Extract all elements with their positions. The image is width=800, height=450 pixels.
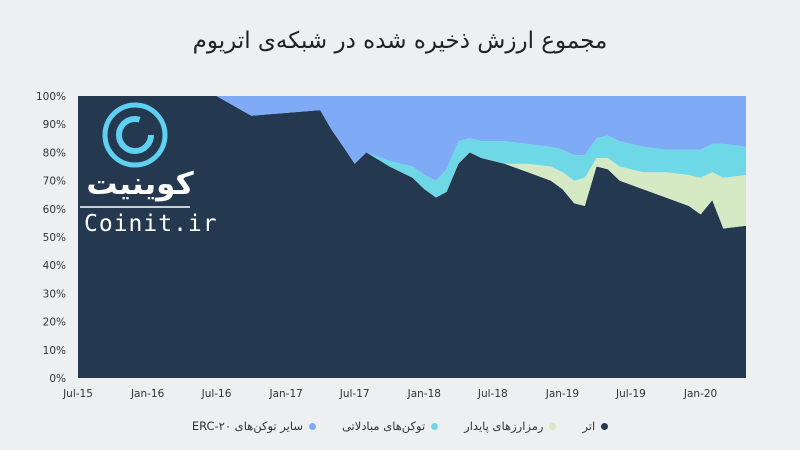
y-tick-label: 40% [43,260,66,272]
x-axis: Jul-15 Jan-16 Jul-16 Jan-17 Jul-17 Jan-18 Jul-… [62,388,717,400]
legend-item-stablecoins: رمزارزهای پایدار [464,419,557,433]
chart-title: مجموع ارزش ذخیره شده در شبکه‌ی اتریوم [192,28,608,54]
y-tick-label: 20% [43,317,66,329]
y-tick-label: 30% [43,288,66,300]
logo-inner [116,116,154,154]
y-tick-label: 0% [49,373,66,385]
y-tick-label: 90% [43,119,66,131]
x-tick-label: Jul-15 [62,388,93,400]
area-exchange-tokens [78,96,746,198]
x-tick-label: Jul-16 [201,388,232,400]
y-tick-label: 100% [36,91,66,103]
legend: اتر رمزارزهای پایدار توکن‌های مبادلاتی س… [0,419,800,433]
legend-label-exchange-tokens: توکن‌های مبادلاتی [341,419,426,433]
logo-ring [102,102,168,168]
y-tick-label: 70% [43,176,66,188]
legend-dot-other-erc20 [308,422,316,430]
x-tick-label: Jul-17 [339,388,370,400]
y-axis: 0% 10% 20% 30% 40% 50% 60% 70% 80% 90% 100% [36,91,66,385]
legend-label-ether: اتر [582,419,596,433]
legend-dot-stablecoins [549,422,557,430]
logo-persian-text: کوینیت [86,166,194,202]
x-tick-label: Jan-18 [407,388,441,400]
x-tick-label: Jan-20 [683,388,717,400]
legend-dot-ether [601,422,609,430]
x-tick-label: Jan-17 [268,388,302,400]
x-tick-label: Jul-19 [615,388,646,400]
x-tick-label: Jan-19 [545,388,579,400]
plot-area [78,96,746,378]
y-tick-label: 10% [43,345,66,357]
legend-item-ether: اتر [582,419,609,433]
legend-label-stablecoins: رمزارزهای پایدار [464,419,544,433]
legend-label-other-erc20: سایر توکن‌های ERC-۲۰ [191,419,303,433]
area-stablecoins [78,96,746,229]
y-tick-label: 50% [43,232,66,244]
logo-english-text: Coinit.ir [84,211,218,237]
legend-dot-exchange-tokens [431,422,439,430]
y-tick-label: 80% [43,147,66,159]
y-tick-label: 60% [43,204,66,216]
area-other-erc20 [78,96,746,181]
area-ether [78,96,746,378]
coinit-logo [80,102,190,208]
x-tick-label: Jan-16 [130,388,165,400]
x-tick-label: Jul-18 [477,388,508,400]
legend-item-other-erc20: سایر توکن‌های ERC-۲۰ [192,419,316,433]
legend-item-exchange-tokens: توکن‌های مبادلاتی [341,419,439,433]
